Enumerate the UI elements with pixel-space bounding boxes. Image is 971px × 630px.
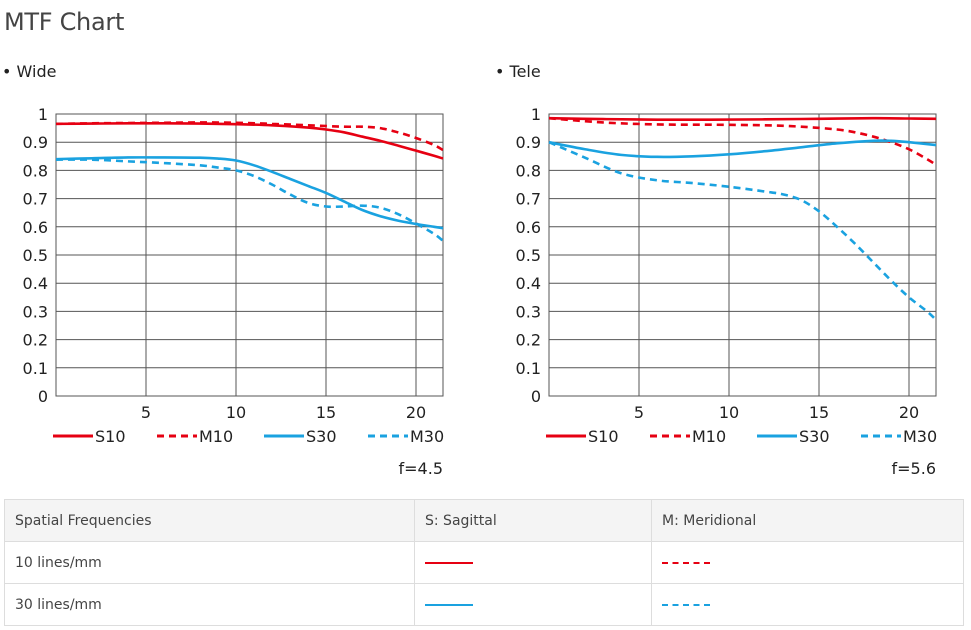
x-tick-label: 5 [141,403,151,422]
x-tick-label: 10 [226,403,246,422]
y-tick-label: 0.3 [23,302,48,321]
legend-table-header-row: Spatial Frequencies S: Sagittal M: Merid… [4,499,964,542]
series-line-m10 [55,121,444,152]
y-tick-label: 0.1 [23,359,48,378]
aperture-label: f=4.5 [399,459,443,478]
y-tick-label: 0.3 [516,302,541,321]
series-line-m30 [55,158,444,242]
x-tick-label: 20 [899,403,919,422]
legend-label-m10: M10 [692,427,726,446]
y-tick-label: 0.6 [516,218,541,237]
series-line-s10 [548,116,937,121]
aperture-label: f=5.6 [892,459,936,478]
tele-chart: • Tele 0 0.1 0.2 0.3 0.4 0.5 0.6 0.7 0.8 0.9 1 5 10 1… [493,56,953,486]
sagittal-cell-30 [414,583,652,626]
series-line-m10 [548,116,937,166]
legend-label-m30: M30 [410,427,444,446]
y-tick-label: 0.2 [23,331,48,350]
x-tick-label: 10 [719,403,739,422]
meridional-30-line-sample [662,603,710,606]
y-tick-label: 1 [38,105,48,124]
plot-frame [55,113,444,397]
y-tick-label: 0.8 [23,161,48,180]
y-tick-label: 0.7 [23,190,48,209]
header-sagittal: S: Sagittal [414,499,652,542]
series-line-s30 [55,156,444,230]
meridional-cell-10 [651,541,964,584]
chart-heading-wide: • Wide [2,62,57,81]
series-line-s30 [548,139,937,159]
y-tick-label: 0 [531,387,541,406]
legend-label-s30: S30 [799,427,830,446]
x-tick-label: 15 [316,403,336,422]
legend-table-row-30: 30 lines/mm [4,583,964,626]
y-tick-label: 0 [38,387,48,406]
legend-label-s10: S10 [588,427,619,446]
wide-chart: • Wide 0 0.1 0.2 0.3 0.4 0.5 0.6 0.7 0.8 0.9 1 5 10 1… [0,56,460,486]
meridional-cell-30 [651,583,964,626]
y-tick-label: 0.6 [23,218,48,237]
spatial-frequency-legend-table: Spatial Frequencies S: Sagittal M: Merid… [4,499,964,626]
legend-table-row-10: 10 lines/mm [4,541,964,584]
y-tick-label: 0.4 [23,274,48,293]
meridional-10-line-sample [662,561,710,564]
sagittal-10-line-sample [425,561,473,564]
sagittal-30-line-sample [425,603,473,606]
y-tick-label: 0.9 [23,133,48,152]
y-tick-label: 0.5 [23,246,48,265]
x-tick-label: 20 [406,403,426,422]
header-meridional: M: Meridional [651,499,964,542]
legend-label-m30: M30 [903,427,937,446]
y-tick-label: 0.4 [516,274,541,293]
plot-frame [548,113,937,397]
y-tick-label: 0.8 [516,161,541,180]
row-label-30-lines: 30 lines/mm [4,583,415,626]
chart-heading-tele: • Tele [495,62,541,81]
row-label-10-lines: 10 lines/mm [4,541,415,584]
y-tick-label: 0.2 [516,331,541,350]
x-tick-label: 15 [809,403,829,422]
sagittal-cell-10 [414,541,652,584]
y-tick-label: 0.5 [516,246,541,265]
y-tick-label: 0.7 [516,190,541,209]
x-tick-label: 5 [634,403,644,422]
page-title: MTF Chart [4,8,125,36]
legend-label-m10: M10 [199,427,233,446]
y-tick-label: 1 [531,105,541,124]
series-line-m30 [548,141,937,321]
y-tick-label: 0.1 [516,359,541,378]
y-tick-label: 0.9 [516,133,541,152]
legend-label-s10: S10 [95,427,126,446]
legend-label-s30: S30 [306,427,337,446]
header-spatial-frequencies: Spatial Frequencies [4,499,415,542]
